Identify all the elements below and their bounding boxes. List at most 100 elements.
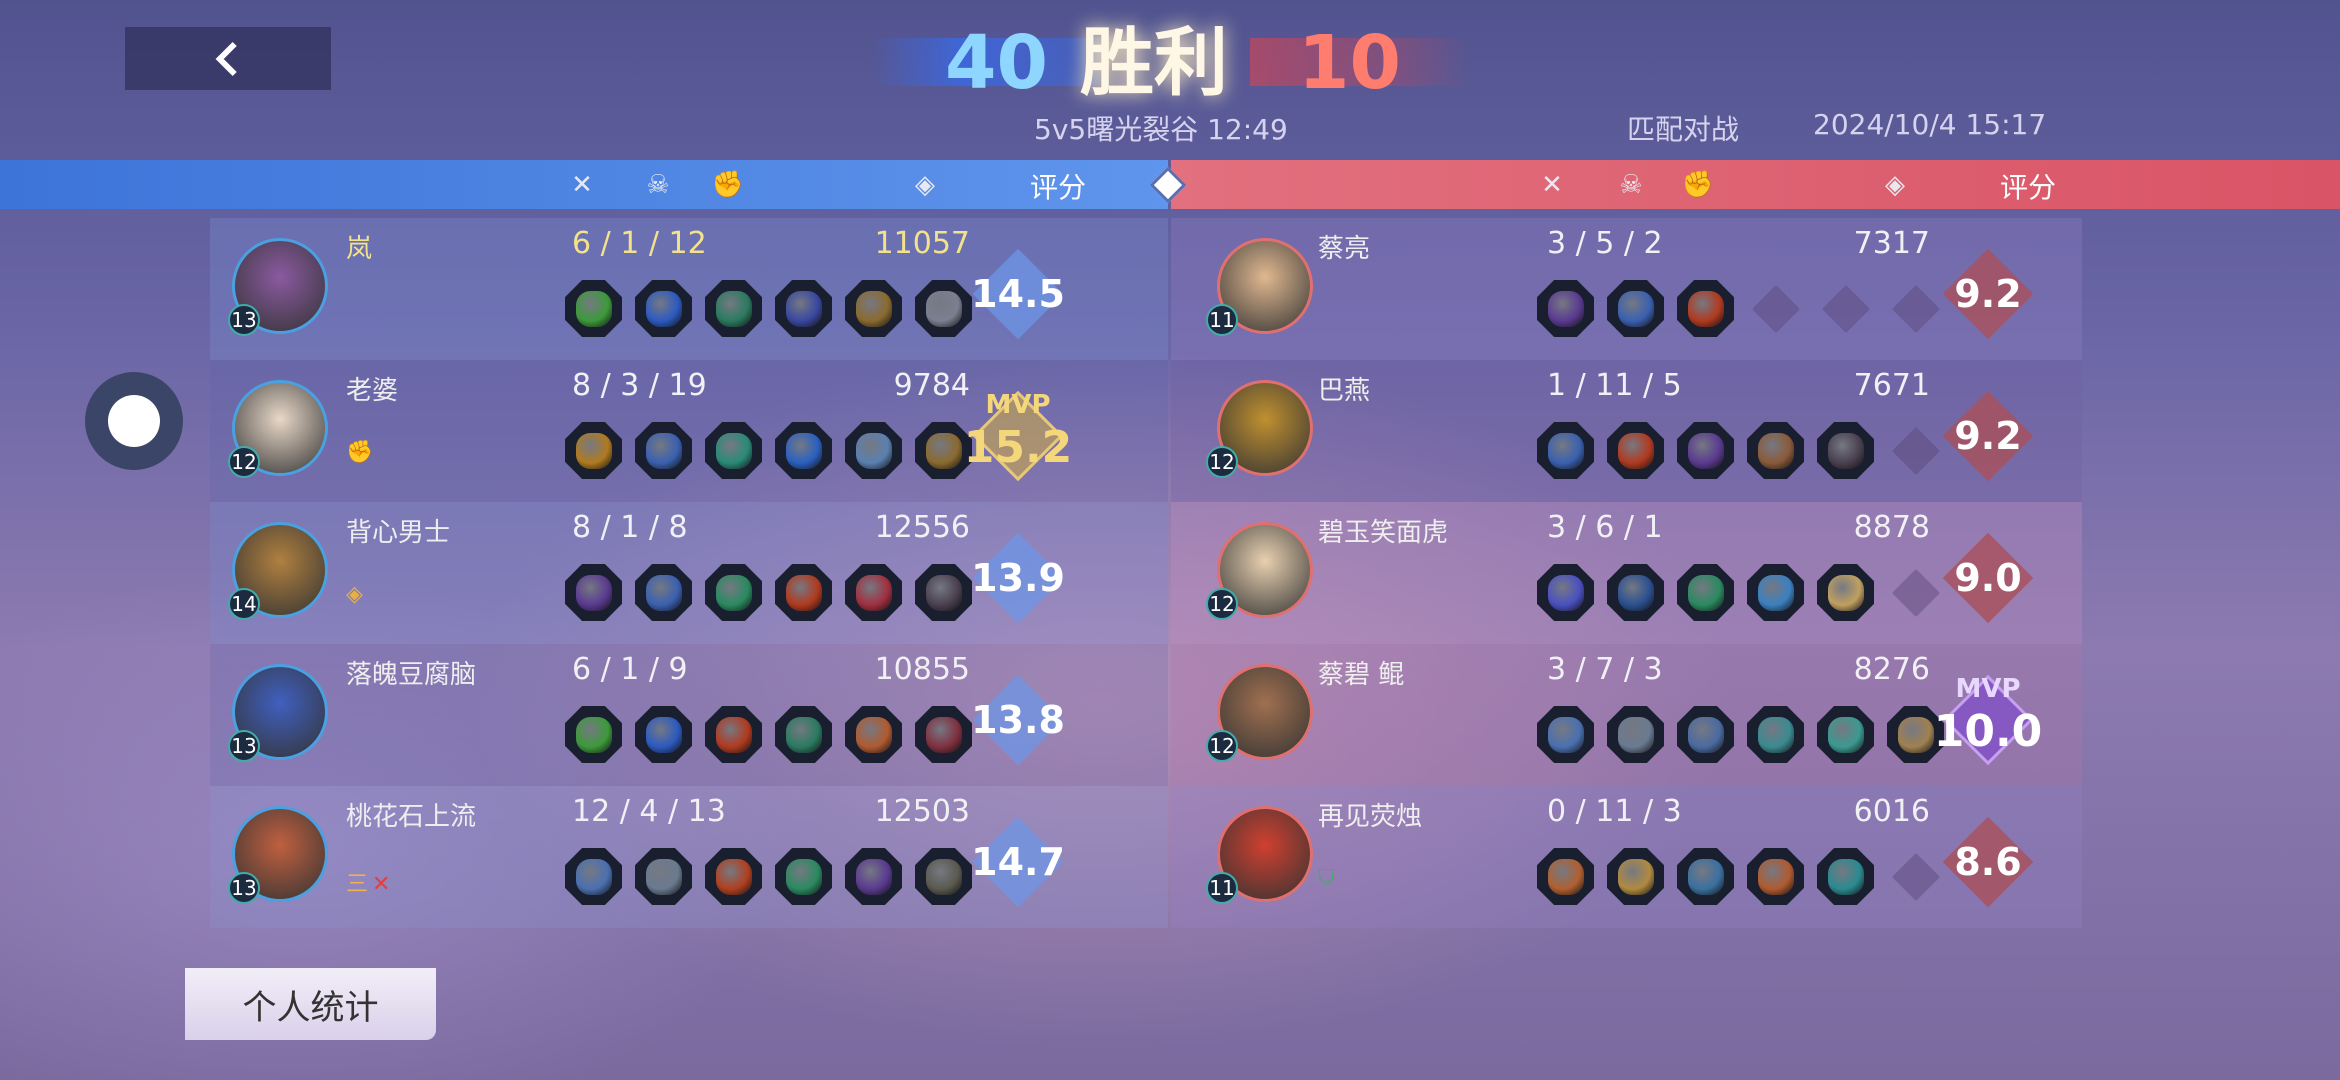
map-and-duration: 5v5曙光裂谷 12:49 xyxy=(1034,113,1288,146)
item-icon[interactable] xyxy=(915,422,972,479)
item-icon[interactable] xyxy=(565,706,622,763)
item-icon[interactable] xyxy=(565,422,622,479)
item-icon[interactable] xyxy=(1607,422,1664,479)
item-icon[interactable] xyxy=(845,422,902,479)
rating-value: 8.6 xyxy=(1954,840,2022,884)
item-icon[interactable] xyxy=(1607,564,1664,621)
equipment-icon xyxy=(1827,432,1864,469)
item-icon[interactable] xyxy=(1817,848,1874,905)
item-icon[interactable] xyxy=(565,848,622,905)
floating-toggle-button[interactable] xyxy=(85,372,183,470)
equipment-icon xyxy=(785,432,822,469)
empty-item-slot[interactable] xyxy=(1747,280,1804,337)
item-icon[interactable] xyxy=(635,422,692,479)
item-icon[interactable] xyxy=(1607,706,1664,763)
equipment-icon xyxy=(575,432,612,469)
rating-badge: 8.6 xyxy=(1942,816,2034,908)
item-icon[interactable] xyxy=(705,564,762,621)
item-icon[interactable] xyxy=(635,280,692,337)
equipment-icon xyxy=(1687,290,1724,327)
item-icon[interactable] xyxy=(1817,422,1874,479)
equipment-icon xyxy=(645,290,682,327)
item-icon[interactable] xyxy=(1677,848,1734,905)
item-icon[interactable] xyxy=(1537,706,1594,763)
item-icon[interactable] xyxy=(635,848,692,905)
item-icon[interactable] xyxy=(705,280,762,337)
kda-stats: 8 / 1 / 8 xyxy=(572,510,688,545)
empty-slot-icon xyxy=(1891,426,1940,475)
item-icon[interactable] xyxy=(1677,280,1734,337)
player-row[interactable]: 11 再见荧烛 0 / 11 / 3 6016 ⛉ 8.6 xyxy=(1171,786,2082,928)
item-icon[interactable] xyxy=(1817,706,1874,763)
item-icon[interactable] xyxy=(1537,564,1594,621)
item-icon[interactable] xyxy=(1887,706,1944,763)
item-icon[interactable] xyxy=(565,280,622,337)
player-row[interactable]: 12 碧玉笑面虎 3 / 6 / 1 8878 9.0 xyxy=(1171,502,2082,644)
item-icon[interactable] xyxy=(775,706,832,763)
item-icon[interactable] xyxy=(1747,564,1804,621)
player-row[interactable]: 13 岚 6 / 1 / 12 11057 14.5 xyxy=(210,218,1168,360)
empty-item-slot[interactable] xyxy=(1887,280,1944,337)
equipment-icon xyxy=(785,574,822,611)
item-icon[interactable] xyxy=(635,564,692,621)
item-icon[interactable] xyxy=(705,706,762,763)
player-row[interactable]: 13 落魄豆腐脑 6 / 1 / 9 10855 13.8 xyxy=(210,644,1168,786)
item-icon[interactable] xyxy=(1677,422,1734,479)
equipment-icon xyxy=(785,290,822,327)
item-icon[interactable] xyxy=(915,848,972,905)
item-icon[interactable] xyxy=(635,706,692,763)
item-icon[interactable] xyxy=(705,848,762,905)
item-icon[interactable] xyxy=(775,280,832,337)
equipment-icon xyxy=(575,574,612,611)
item-icon[interactable] xyxy=(1537,280,1594,337)
item-icon[interactable] xyxy=(915,706,972,763)
item-icon[interactable] xyxy=(845,564,902,621)
empty-item-slot[interactable] xyxy=(1817,280,1874,337)
player-name: 桃花石上流 xyxy=(346,802,477,832)
personal-stats-button[interactable]: 个人统计 xyxy=(185,968,436,1040)
item-icon[interactable] xyxy=(775,848,832,905)
item-icon[interactable] xyxy=(565,564,622,621)
player-name: 老婆 xyxy=(346,376,399,406)
rating-badge: 14.5 xyxy=(971,248,1065,340)
item-icon[interactable] xyxy=(1677,706,1734,763)
item-icon[interactable] xyxy=(705,422,762,479)
item-icon[interactable] xyxy=(1747,422,1804,479)
player-row[interactable]: 12 巴燕 1 / 11 / 5 7671 9.2 xyxy=(1171,360,2082,502)
player-row[interactable]: 12 老婆 8 / 3 / 19 9784 ✊ MVP 15.2 xyxy=(210,360,1168,502)
rating-badge: 9.2 xyxy=(1942,248,2034,340)
item-icon[interactable] xyxy=(1677,564,1734,621)
gold-amount: 7317 xyxy=(1853,226,1930,261)
red-team-score: 10 xyxy=(1298,20,1401,106)
equipment-icon xyxy=(1687,432,1724,469)
player-row[interactable]: 11 蔡亮 3 / 5 / 2 7317 9.2 xyxy=(1171,218,2082,360)
item-icon[interactable] xyxy=(915,280,972,337)
empty-item-slot[interactable] xyxy=(1887,564,1944,621)
back-button[interactable] xyxy=(125,27,331,90)
empty-item-slot[interactable] xyxy=(1887,422,1944,479)
item-icon[interactable] xyxy=(1607,848,1664,905)
item-icon[interactable] xyxy=(1747,706,1804,763)
player-row[interactable]: 14 背心男士 8 / 1 / 8 12556 ◈ 13.9 xyxy=(210,502,1168,644)
empty-item-slot[interactable] xyxy=(1887,848,1944,905)
item-icon[interactable] xyxy=(1537,422,1594,479)
rating-value: 9.2 xyxy=(1954,272,2022,316)
item-icon[interactable] xyxy=(1817,564,1874,621)
equipment-icon xyxy=(645,858,682,895)
item-icon[interactable] xyxy=(775,422,832,479)
item-icon[interactable] xyxy=(1537,848,1594,905)
item-icon[interactable] xyxy=(845,848,902,905)
item-icon[interactable] xyxy=(845,280,902,337)
equipment-icon xyxy=(855,858,892,895)
item-icon[interactable] xyxy=(775,564,832,621)
item-icon[interactable] xyxy=(915,564,972,621)
equipment-icon xyxy=(855,432,892,469)
item-icon[interactable] xyxy=(845,706,902,763)
equipment-icon xyxy=(1757,858,1794,895)
chevron-left-icon xyxy=(215,41,237,76)
equipment-icon xyxy=(575,290,612,327)
player-row[interactable]: 13 桃花石上流 12 / 4 / 13 12503 三 ✕ 14.7 xyxy=(210,786,1168,928)
item-icon[interactable] xyxy=(1747,848,1804,905)
item-icon[interactable] xyxy=(1607,280,1664,337)
